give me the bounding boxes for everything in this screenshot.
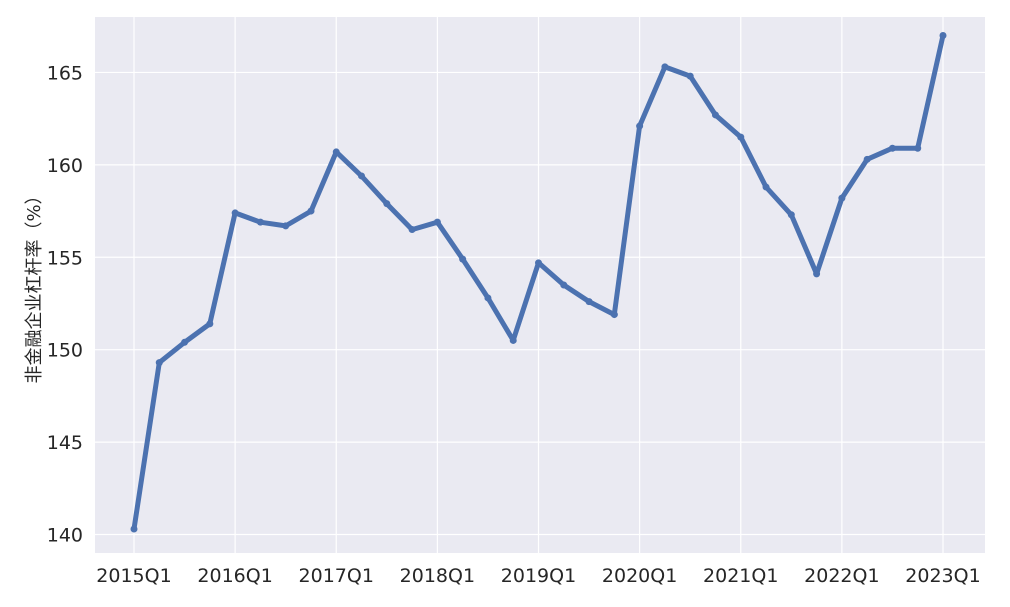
- data-point: [888, 144, 896, 152]
- data-point: [282, 222, 290, 230]
- x-tick-label: 2021Q1: [703, 565, 778, 587]
- y-axis-tick-labels: 140 145 150 155 160 165: [47, 62, 83, 546]
- data-point: [813, 270, 821, 278]
- data-point: [535, 259, 542, 267]
- series-group: [130, 31, 947, 533]
- x-tick-label: 2015Q1: [96, 565, 171, 587]
- data-point: [155, 359, 163, 367]
- x-tick-label: 2017Q1: [299, 565, 374, 587]
- data-point: [863, 155, 871, 163]
- data-point: [636, 122, 644, 130]
- data-point: [307, 207, 315, 215]
- y-tick-label: 140: [47, 525, 83, 547]
- y-tick-label: 145: [47, 432, 83, 454]
- data-point: [484, 294, 492, 302]
- y-tick-label: 155: [47, 247, 83, 269]
- x-tick-label: 2022Q1: [804, 565, 879, 587]
- x-tick-label: 2023Q1: [905, 565, 980, 587]
- data-point: [838, 194, 846, 202]
- data-point: [408, 226, 416, 234]
- data-point: [231, 209, 239, 217]
- x-tick-label: 2019Q1: [501, 565, 576, 587]
- data-point: [585, 298, 593, 306]
- y-tick-label: 160: [47, 155, 83, 177]
- data-point: [181, 338, 189, 346]
- data-point: [939, 31, 947, 39]
- data-point: [610, 311, 618, 319]
- x-gridlines: [133, 17, 944, 553]
- data-point: [711, 111, 719, 119]
- data-point: [762, 183, 770, 191]
- data-point: [509, 336, 517, 344]
- y-axis-title: 非金融企业杠杆率（%）: [24, 186, 45, 383]
- data-point: [358, 172, 366, 180]
- data-point: [256, 218, 264, 226]
- y-tick-label: 165: [47, 62, 83, 84]
- data-point: [686, 72, 694, 80]
- x-tick-label: 2018Q1: [400, 565, 475, 587]
- data-point: [459, 255, 467, 263]
- data-point: [737, 133, 745, 141]
- data-point: [433, 218, 441, 226]
- data-point: [914, 144, 922, 152]
- data-point: [383, 200, 391, 208]
- data-point: [130, 525, 138, 533]
- data-point: [661, 63, 669, 71]
- x-axis-tick-labels: 2015Q1 2016Q1 2017Q1 2018Q1 2019Q1 2020Q1 2021…: [96, 565, 980, 587]
- data-point: [787, 211, 795, 219]
- y-tick-label: 150: [47, 340, 83, 362]
- data-point: [332, 148, 340, 156]
- data-point: [560, 281, 568, 289]
- plot-area: [95, 17, 985, 553]
- y-gridlines: [95, 71, 985, 536]
- x-tick-label: 2020Q1: [602, 565, 677, 587]
- x-tick-label: 2016Q1: [197, 565, 272, 587]
- data-point: [206, 320, 214, 328]
